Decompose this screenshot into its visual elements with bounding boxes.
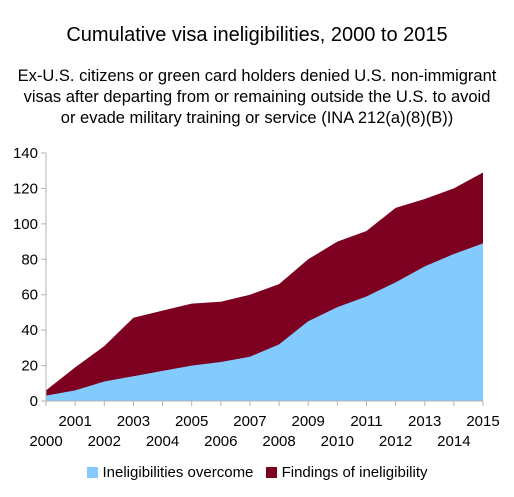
legend-label-overcome: Ineligibilities overcome <box>102 463 254 481</box>
x-tick-label-2007: 2007 <box>233 413 266 430</box>
y-tick-label-20: 20 <box>21 358 38 375</box>
x-tick-label-2008: 2008 <box>262 433 295 450</box>
chart-title: Cumulative visa ineligibilities, 2000 to… <box>66 24 448 46</box>
chart-legend: Ineligibilities overcome Findings of ine… <box>0 463 514 481</box>
y-tick-label-100: 100 <box>13 216 38 233</box>
legend-item-overcome: Ineligibilities overcome <box>86 463 254 481</box>
subtitle-line-2: visas after departing from or remaining … <box>23 88 491 106</box>
x-tick-label-2010: 2010 <box>321 433 354 450</box>
subtitle-line-1: Ex-U.S. citizens or green card holders d… <box>17 67 497 85</box>
y-tick-label-40: 40 <box>21 322 38 339</box>
x-tick-label-2009: 2009 <box>292 413 325 430</box>
x-tick-label-2004: 2004 <box>146 433 179 450</box>
x-tick-label-2012: 2012 <box>379 433 412 450</box>
y-tick-label-0: 0 <box>30 393 38 410</box>
y-tick-label-80: 80 <box>21 251 38 268</box>
x-tick-label-2005: 2005 <box>175 413 208 430</box>
chart-subtitle: Ex-U.S. citizens or green card holders d… <box>0 66 514 129</box>
y-tick-label-120: 120 <box>13 180 38 197</box>
x-tick-label-2000: 2000 <box>29 433 62 450</box>
legend-swatch-findings <box>265 466 277 478</box>
x-tick-label-2011: 2011 <box>350 413 382 430</box>
x-tick-label-2013: 2013 <box>408 413 441 430</box>
subtitle-line-3: or evade military training or service (I… <box>60 109 454 127</box>
x-tick-label-2001: 2001 <box>58 413 91 430</box>
x-tick-label-2015: 2015 <box>466 413 499 430</box>
x-tick-label-2002: 2002 <box>88 433 121 450</box>
x-tick-label-2014: 2014 <box>437 433 470 450</box>
legend-label-findings: Findings of ineligibility <box>281 463 428 481</box>
y-tick-label-60: 60 <box>21 287 38 304</box>
x-tick-label-2006: 2006 <box>204 433 237 450</box>
series-area-overcome <box>46 243 483 401</box>
legend-swatch-overcome <box>86 466 98 478</box>
x-tick-label-2003: 2003 <box>117 413 150 430</box>
y-tick-label-140: 140 <box>13 145 38 162</box>
legend-item-findings: Findings of ineligibility <box>265 463 428 481</box>
